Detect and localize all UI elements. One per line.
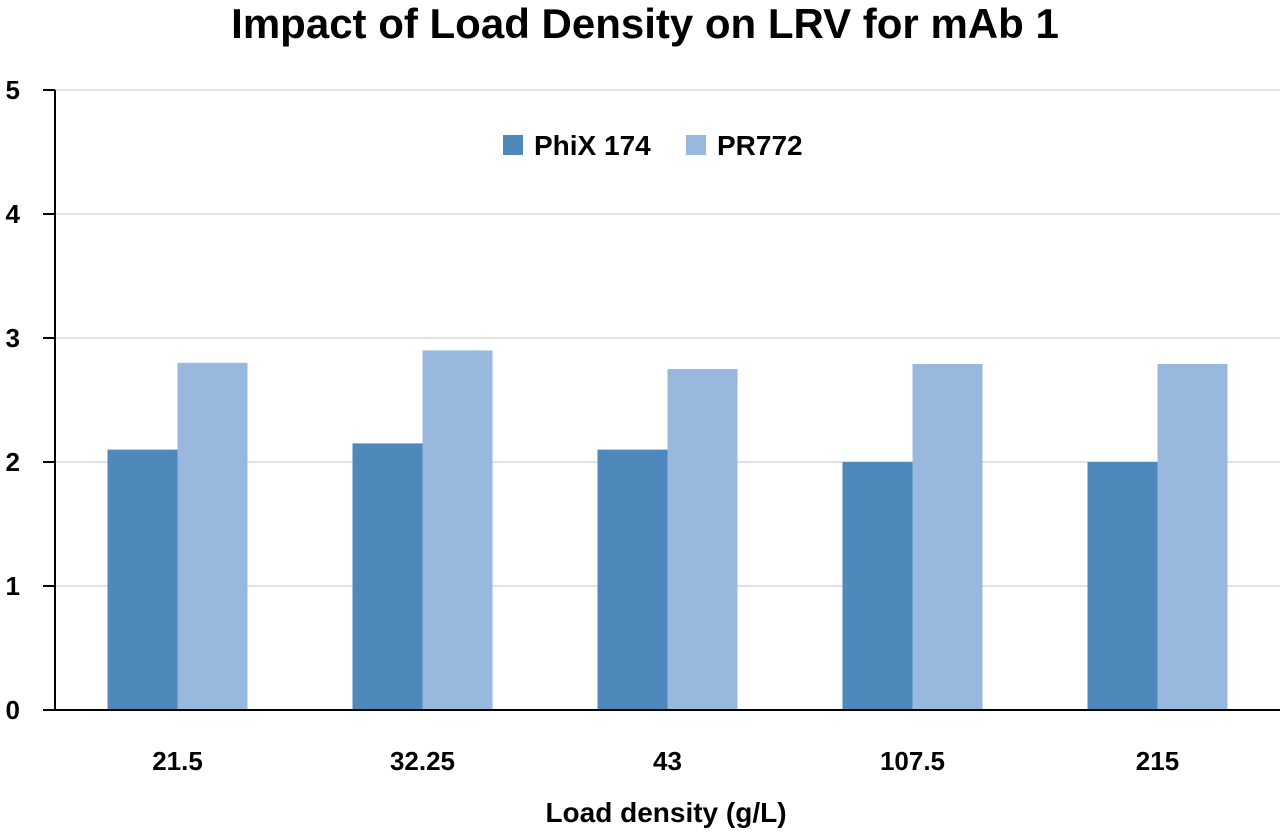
y-tick-label: 3 [6,323,20,353]
x-tick-label: 107.5 [880,746,945,776]
y-tick-label: 4 [6,199,21,229]
bars [107,350,1228,710]
x-tick-label: 43 [653,746,682,776]
y-tick-label: 1 [6,571,20,601]
bar-phix-174-215 [1087,462,1158,710]
y-tick-label: 5 [6,75,20,105]
y-tick-label: 0 [6,695,20,725]
bar-phix-174-43 [597,449,668,710]
bar-pr772-32.25 [422,350,493,710]
x-tick-labels: 21.5 32.25 43 107.5 215 [152,746,1179,776]
x-tick-label: 21.5 [152,746,203,776]
y-tick-labels: 0 1 2 3 4 5 [6,75,21,725]
axes [43,89,1280,711]
legend-label-phix-174: PhiX 174 [534,130,651,161]
legend-swatch-pr772 [686,135,706,155]
bar-pr772-43 [667,369,738,710]
bar-phix-174-32.25 [352,443,423,710]
y-tick-label: 2 [6,447,20,477]
legend-label-pr772: PR772 [717,130,803,161]
x-axis-label: Load density (g/L) [545,797,786,828]
bar-pr772-215 [1157,364,1228,710]
legend: PhiX 174 PR772 [503,130,803,161]
gridlines [55,89,1280,587]
bar-phix-174-21.5 [107,449,178,710]
legend-swatch-phix-174 [503,135,523,155]
bar-pr772-107.5 [912,364,983,710]
bar-pr772-21.5 [177,362,248,710]
x-tick-label: 215 [1136,746,1179,776]
x-tick-label: 32.25 [390,746,455,776]
bar-phix-174-107.5 [842,462,913,710]
chart-title: Impact of Load Density on LRV for mAb 1 [231,0,1059,47]
